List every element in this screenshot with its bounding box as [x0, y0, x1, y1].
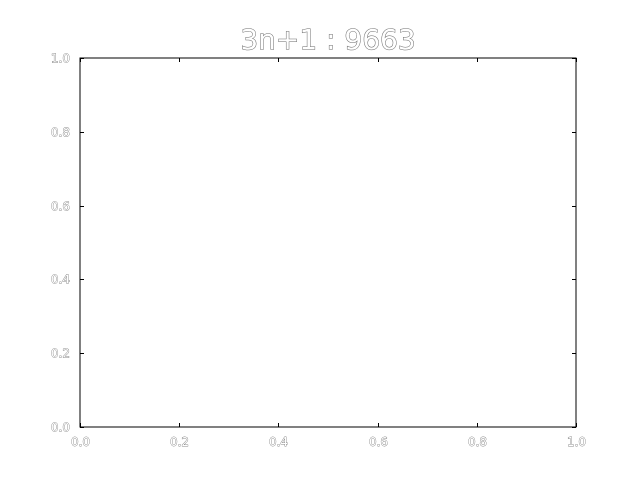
y-axis: 0.0 0.2 0.4 0.6 0.8 1.0 [51, 51, 576, 435]
y-tick-label: 0.0 [51, 421, 70, 435]
y-tick-label: 1.0 [51, 52, 70, 66]
y-tick-label: 0.6 [51, 200, 70, 214]
x-tick-label: 0.6 [369, 435, 388, 449]
y-tick-label: 0.8 [51, 126, 70, 140]
y-tick-label: 0.2 [51, 347, 70, 361]
y-tick-label: 0.4 [51, 273, 70, 287]
chart-title: 3n+1 : 9663 [240, 23, 415, 56]
plot-area [79, 57, 577, 428]
x-tick-label: 0.4 [269, 435, 288, 449]
x-tick-label: 1.0 [567, 435, 586, 449]
x-tick-label: 0.2 [170, 435, 189, 449]
x-axis: 0.0 0.2 0.4 0.6 0.8 1.0 [71, 58, 586, 449]
x-tick-label: 0.0 [71, 435, 90, 449]
x-tick-label: 0.8 [468, 435, 487, 449]
